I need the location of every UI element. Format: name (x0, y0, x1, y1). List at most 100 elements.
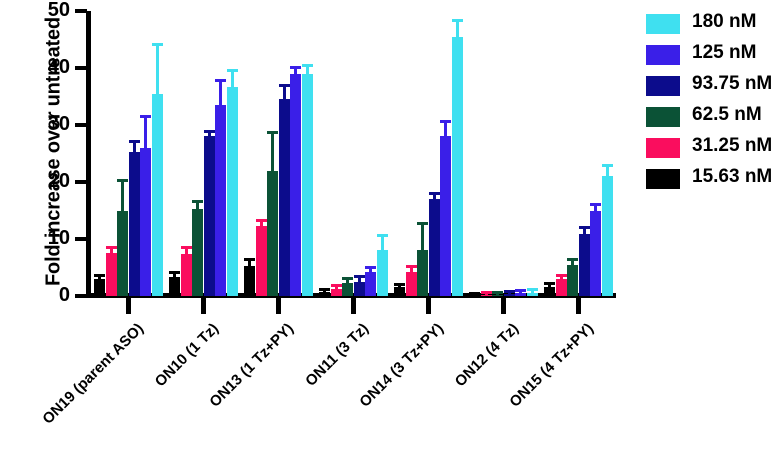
bar (278, 83, 290, 296)
chart-figure: Fold-increase over untreated 0 10 20 30 40 50… (38, 0, 784, 428)
legend-item: 180 nM (646, 10, 784, 41)
bar (555, 274, 567, 296)
bar (405, 264, 417, 296)
y-axis-tick-label: 20 (47, 170, 70, 192)
error-bar-cap (469, 291, 480, 295)
y-axis-title: Fold-increase over untreated (42, 17, 65, 286)
error-bar-line (219, 82, 222, 106)
error-bar-cap (417, 221, 428, 225)
error-bar-cap (151, 43, 163, 47)
error-bar-line (334, 286, 338, 289)
error-bar-line (98, 277, 101, 279)
bar (255, 219, 267, 296)
bar-group (244, 11, 313, 296)
error-bar-cap (526, 287, 538, 291)
x-axis-category-label: ON14 (3 Tz+PY) (355, 320, 447, 411)
error-bar-cap (578, 225, 590, 229)
error-bar-cap (128, 139, 140, 143)
bar (319, 287, 330, 296)
error-bar-line (248, 261, 251, 267)
error-bar-line (507, 292, 511, 294)
bar (567, 257, 578, 296)
x-axis-category-label: ON10 (1 Tz) (151, 320, 222, 391)
bar (342, 277, 353, 296)
bar-group (544, 11, 613, 296)
legend-label: 180 nM (692, 11, 757, 32)
y-axis-tick-label: 50 (47, 0, 70, 21)
error-bar-cap (319, 287, 330, 291)
error-bar-cap (180, 246, 192, 250)
error-bar-line (346, 280, 349, 283)
x-axis-tick (126, 297, 131, 314)
error-bar-line (230, 72, 234, 87)
legend-swatch (646, 45, 680, 65)
y-axis-tick (75, 180, 87, 184)
bar (353, 275, 365, 296)
bar (469, 291, 480, 296)
error-bar-cap (601, 163, 613, 167)
error-bar-line (444, 123, 447, 137)
bar (365, 266, 376, 296)
y-axis-line (86, 11, 91, 297)
y-axis-tick (75, 66, 87, 70)
y-axis-tick (75, 237, 87, 241)
error-bar-cap (428, 191, 440, 195)
legend-swatch (646, 107, 680, 127)
error-bar-cap (405, 264, 417, 268)
y-axis-tick-label: 0 (58, 284, 70, 306)
legend-swatch (646, 14, 680, 34)
error-bar-line (571, 260, 574, 266)
error-bar-cap (394, 282, 405, 286)
error-bar-cap (290, 65, 301, 69)
error-bar-line (173, 274, 176, 277)
error-bar-cap (140, 115, 151, 119)
bar (451, 19, 463, 296)
error-bar-cap (301, 63, 313, 67)
bar (417, 221, 428, 296)
error-bar-line (271, 133, 274, 171)
x-axis-tick (201, 297, 206, 314)
error-bar-line (455, 22, 459, 37)
bar (267, 130, 278, 296)
bar (480, 291, 492, 296)
bar (503, 289, 515, 296)
bar (590, 202, 601, 296)
x-axis-tick (501, 297, 506, 314)
y-axis-tick (75, 9, 87, 13)
bar (203, 129, 215, 296)
legend-item: 62.5 nM (646, 103, 784, 134)
error-bar-cap (451, 19, 463, 23)
error-bar-line (582, 228, 586, 234)
y-axis-tick (75, 123, 87, 127)
error-bar-cap (515, 289, 526, 293)
error-bar-line (121, 182, 124, 211)
bar (544, 282, 555, 296)
bar (290, 65, 301, 296)
bar-group (394, 11, 463, 296)
y-axis-tick-label: 30 (47, 113, 70, 135)
legend-item: 31.25 nM (646, 134, 784, 165)
legend-swatch (646, 138, 680, 158)
error-bar-cap (480, 291, 492, 295)
error-bar-line (109, 249, 113, 253)
bar (428, 191, 440, 296)
x-axis-category-label: ON13 (1 Tz+PY) (205, 320, 297, 411)
error-bar-cap (353, 275, 365, 279)
legend-label: 62.5 nM (692, 104, 762, 125)
error-bar-cap (342, 277, 353, 281)
error-bar-cap (330, 283, 342, 287)
error-bar-cap (203, 129, 215, 133)
legend-label: 93.75 nM (692, 73, 773, 94)
bar (301, 63, 313, 296)
error-bar-cap (169, 271, 180, 275)
bar (244, 258, 255, 296)
error-bar-line (409, 267, 413, 272)
bar (151, 43, 163, 296)
error-bar-line (380, 237, 384, 251)
error-bar-line (496, 294, 499, 295)
x-axis-category-label: ON19 (parent ASO) (38, 320, 147, 428)
error-bar-line (398, 285, 401, 288)
error-bar-line (432, 194, 436, 200)
y-axis-tick-label: 10 (47, 227, 70, 249)
bar (215, 79, 226, 296)
